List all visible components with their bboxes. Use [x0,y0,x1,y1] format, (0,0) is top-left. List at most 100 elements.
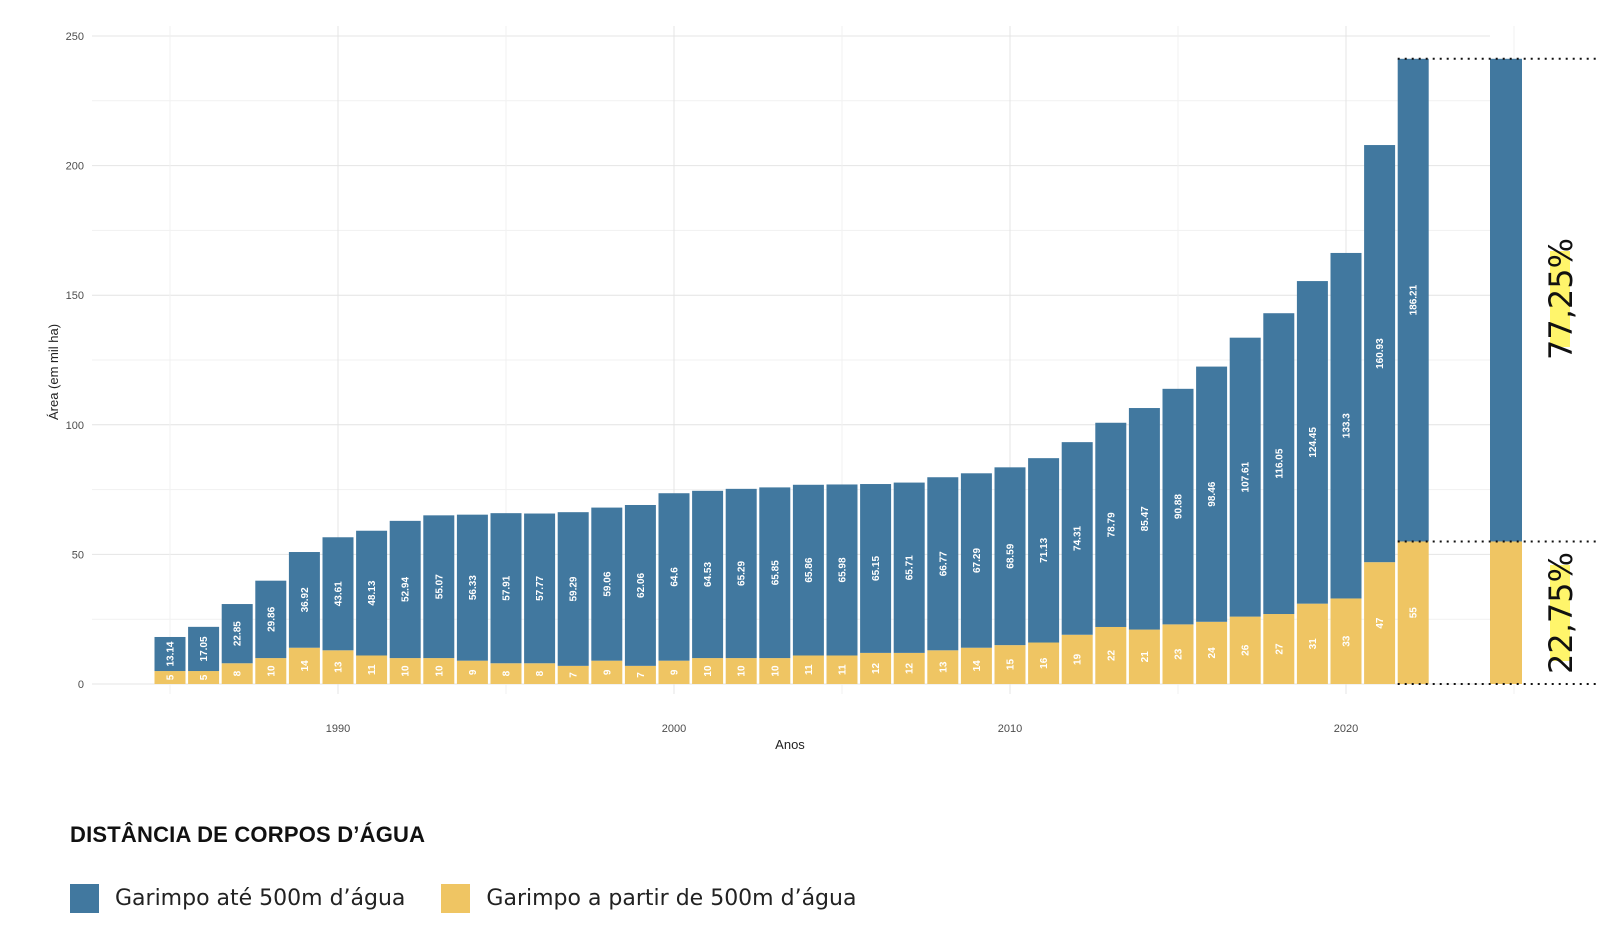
bar-segment-near-water [1364,145,1396,563]
bar-value-label-near-water: 71.13 [1039,537,1050,562]
bar-segment-far-water [759,658,791,684]
bar-value-label-near-water: 48.13 [367,580,378,605]
top-percentage-label: 77,25% [1542,238,1580,360]
bar-value-label-far-water: 10 [401,665,412,677]
bar-segment-near-water [759,487,791,659]
x-tick-label: 1990 [326,723,350,735]
bar-value-label-far-water: 14 [972,660,983,672]
bar-segment-near-water [1330,252,1362,599]
bar-value-label-far-water: 22 [1106,649,1117,661]
bar-value-label-far-water: 24 [1207,647,1218,659]
bar-segment-near-water [1061,442,1093,635]
bar-value-label-far-water: 5 [199,674,210,680]
bar-value-label-near-water: 116.05 [1274,448,1285,478]
bar-value-label-near-water: 85.47 [1140,506,1151,531]
y-tick-label: 200 [66,161,84,173]
bar-value-label-far-water: 31 [1308,638,1319,650]
bar-value-label-near-water: 65.85 [770,560,781,585]
bar-value-label-far-water: 27 [1274,643,1285,655]
bar-segment-near-water [1128,408,1160,630]
bar-value-label-far-water: 11 [838,664,849,675]
y-tick-label: 0 [78,679,84,691]
bar-segment-near-water [557,512,589,666]
bar-segment-far-water [1095,626,1127,684]
bar-segment-far-water [1162,624,1194,684]
bars: 5 13.14 5 17.05 8 22.85 10 29.86 14 36.92 13 43.61 1… [154,58,1429,684]
bar-segment-far-water [1128,629,1160,684]
bar-value-label-near-water: 57.91 [502,575,513,600]
bar-segment-near-water [423,515,455,659]
bar-value-label-far-water: 11 [367,664,378,675]
bottom-percentage-label-highlight [1550,565,1570,661]
bar-segment-near-water [591,507,623,661]
bar-segment-near-water [1296,281,1328,604]
bar-value-label-far-water: 5 [166,674,177,680]
bar-segment-near-water [1028,458,1060,643]
bar-value-label-near-water: 55.07 [434,574,445,599]
bar-segment-near-water [188,626,220,672]
bar-value-label-near-water: 59.29 [569,576,580,601]
bar-segment-far-water [288,647,320,684]
bar-segment-far-water [792,655,824,684]
summary-segment-far-water [1490,541,1522,684]
bar-segment-far-water [960,647,992,684]
bar-segment-far-water [1028,642,1060,684]
bar-segment-near-water [1229,337,1261,617]
bar-segment-far-water [1296,603,1328,684]
legend-swatch-far-water [441,884,471,913]
bar-value-label-far-water: 21 [1140,651,1151,663]
bar-segment-near-water [154,636,186,672]
bar-segment-near-water [221,604,253,664]
bar-value-label-near-water: 57.77 [535,575,546,600]
bar-segment-far-water [1263,614,1295,684]
bar-value-label-far-water: 12 [905,662,916,674]
bar-value-label-near-water: 64.6 [670,567,681,587]
bar-value-label-far-water: 16 [1039,657,1050,669]
bar-value-label-far-water: 7 [636,672,647,678]
bar-value-label-far-water: 12 [871,662,882,674]
bar-value-label-near-water: 65.71 [905,555,916,580]
bar-value-label-far-water: 10 [703,665,714,677]
legend-swatch-near-water [70,884,99,913]
bar-value-label-near-water: 62.06 [636,572,647,597]
bar-segment-far-water [994,645,1026,684]
bar-value-label-far-water: 19 [1073,653,1084,665]
bar-value-label-near-water: 68.59 [1006,543,1017,568]
bar-segment-far-water [826,655,858,684]
bar-value-label-far-water: 47 [1375,617,1386,629]
bar-segment-far-water [322,650,354,684]
bar-value-label-far-water: 11 [804,664,815,675]
bar-segment-near-water [960,473,992,648]
bar-value-label-far-water: 10 [266,665,277,677]
legend-label-far-water: Garimpo a partir de 500m d’água [486,886,857,911]
bar-segment-far-water [1061,634,1093,684]
bar-segment-far-water [725,658,757,684]
y-tick-label: 50 [72,549,84,561]
bar-segment-near-water [860,484,892,653]
x-tick-label: 2020 [1334,723,1358,735]
bar-segment-far-water [692,658,724,684]
bar-value-label-far-water: 8 [233,670,244,676]
legend-title: DISTÂNCIA DE CORPOS D’ÁGUA [70,822,426,847]
bar-value-label-near-water: 133.3 [1342,413,1353,438]
axis-ticks: 0 50 100 150 200 250 1990 2000 2010 2020 [66,31,1359,735]
bar-segment-far-water [490,663,522,684]
bar-value-label-far-water: 14 [300,660,311,672]
bar-segment-far-water [389,658,421,684]
bar-segment-far-water [221,663,253,684]
bar-value-label-near-water: 78.79 [1106,512,1117,537]
bar-segment-far-water [356,655,388,684]
bottom-percentage-label: 22,75% [1542,552,1580,674]
bar-segment-near-water [322,537,354,651]
bar-segment-far-water [591,660,623,684]
bar-value-label-near-water: 65.15 [871,556,882,581]
bar-segment-near-water [725,488,757,659]
bar-value-label-far-water: 7 [569,672,580,678]
bar-segment-far-water [456,660,488,684]
y-axis-title: Área (em mil ha) [46,324,61,420]
x-axis-title: Anos [775,737,805,752]
bar-value-label-far-water: 55 [1409,607,1420,619]
bar-value-label-far-water: 23 [1174,648,1185,660]
bar-value-label-near-water: 43.61 [334,581,345,606]
bar-value-label-far-water: 10 [770,665,781,677]
